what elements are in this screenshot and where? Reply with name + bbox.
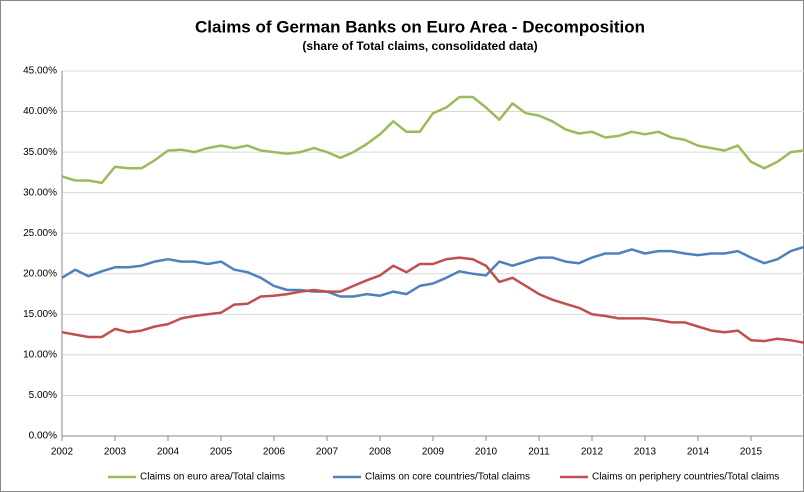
y-tick-label: 5.00% bbox=[29, 390, 57, 401]
x-tick-label: 2011 bbox=[528, 447, 550, 458]
x-tick-label: 2012 bbox=[581, 447, 604, 458]
legend-label: Claims on euro area/Total claims bbox=[140, 472, 285, 483]
y-tick-label: 15.00% bbox=[23, 309, 57, 320]
x-tick-label: 2004 bbox=[157, 447, 180, 458]
series-line bbox=[61, 245, 804, 298]
y-tick-label: 35.00% bbox=[23, 147, 57, 158]
legend-label: Claims on periphery countries/Total clai… bbox=[592, 472, 779, 483]
y-tick-label: 25.00% bbox=[23, 228, 57, 239]
y-tick-label: 30.00% bbox=[23, 187, 57, 198]
series-line bbox=[61, 256, 804, 344]
x-tick-label: 2010 bbox=[475, 447, 498, 458]
legend-label: Claims on core countries/Total claims bbox=[365, 472, 530, 483]
x-tick-label: 2006 bbox=[263, 447, 286, 458]
x-tick-label: 2007 bbox=[316, 447, 339, 458]
x-tick-label: 2009 bbox=[422, 447, 445, 458]
y-tick-label: 10.00% bbox=[23, 350, 57, 361]
x-tick-label: 2002 bbox=[51, 447, 74, 458]
y-tick-label: 40.00% bbox=[23, 106, 57, 117]
chart-title: Claims of German Banks on Euro Area - De… bbox=[195, 17, 645, 36]
y-tick-label: 45.00% bbox=[23, 66, 57, 77]
x-tick-label: 2008 bbox=[369, 447, 392, 458]
x-tick-label: 2015 bbox=[740, 447, 763, 458]
x-tick-label: 2003 bbox=[104, 447, 127, 458]
x-tick-label: 2013 bbox=[634, 447, 657, 458]
x-tick-label: 2014 bbox=[687, 447, 710, 458]
x-tick-label: 2005 bbox=[210, 447, 233, 458]
y-tick-label: 20.00% bbox=[23, 268, 57, 279]
chart-subtitle: (share of Total claims, consolidated dat… bbox=[302, 39, 537, 53]
y-tick-label: 0.00% bbox=[29, 431, 57, 442]
series-line bbox=[61, 95, 804, 185]
